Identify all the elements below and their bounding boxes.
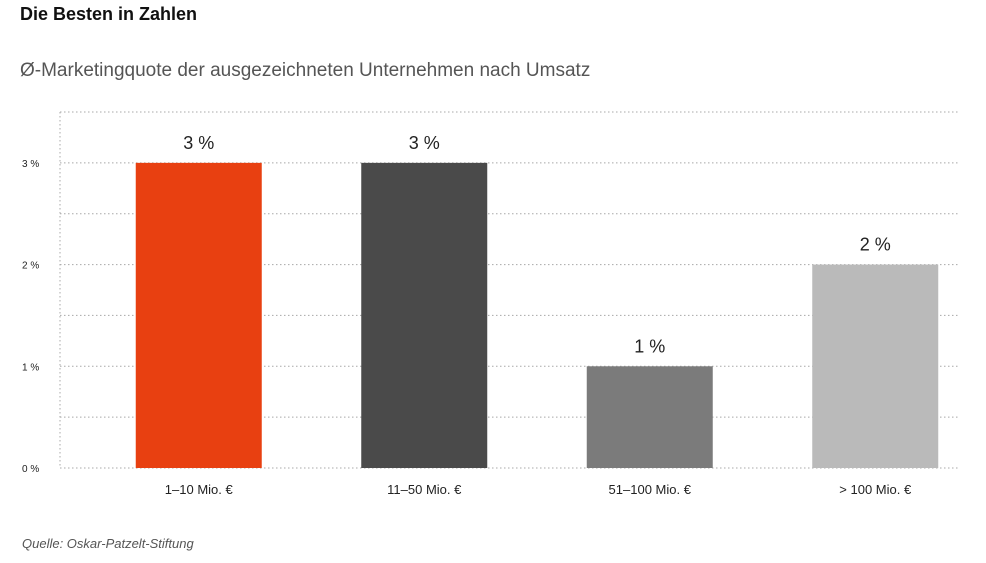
y-tick-label: 2 % xyxy=(22,261,39,272)
chart-subtitle: Ø-Marketingquote der ausgezeichneten Unt… xyxy=(20,60,591,81)
bar xyxy=(586,366,713,468)
data-label: 1 % xyxy=(634,336,665,356)
x-tick-label: 1–10 Mio. € xyxy=(165,482,234,497)
bar xyxy=(812,264,939,468)
y-tick-label: 1 % xyxy=(22,362,39,373)
bar xyxy=(361,162,488,468)
y-tick-label: 3 % xyxy=(22,159,39,170)
page-heading: Die Besten in Zahlen xyxy=(20,4,198,24)
bar xyxy=(135,162,262,468)
x-tick-label: 51–100 Mio. € xyxy=(609,482,692,497)
x-tick-label: > 100 Mio. € xyxy=(839,482,912,497)
data-label: 3 % xyxy=(183,133,214,153)
data-label: 3 % xyxy=(409,133,440,153)
y-tick-label: 0 % xyxy=(22,464,39,475)
source-note: Quelle: Oskar-Patzelt-Stiftung xyxy=(22,536,194,551)
x-tick-label: 11–50 Mio. € xyxy=(387,482,462,497)
data-label: 2 % xyxy=(860,235,891,255)
